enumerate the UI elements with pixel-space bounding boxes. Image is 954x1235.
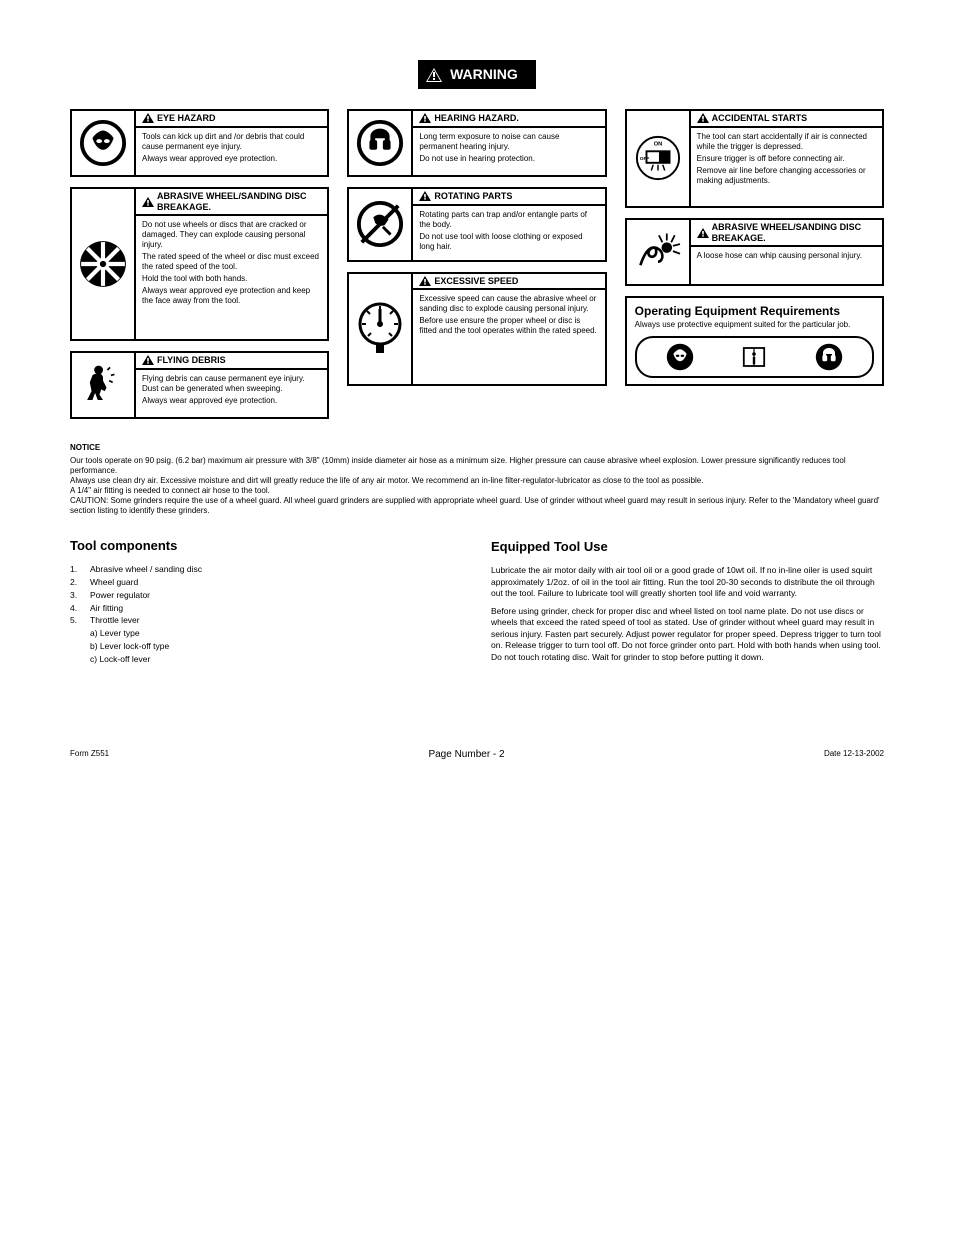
warning-banner-row: WARNING [70, 60, 884, 89]
hazard-text: Hold the tool with both hands. [142, 274, 321, 284]
hazard-text: Rotating parts can trap and/or entangle … [419, 210, 598, 230]
flying-debris-icon [72, 353, 136, 417]
svg-text:OFF: OFF [639, 156, 649, 162]
hazard-text: Always wear approved eye protection. [142, 396, 321, 406]
equipped-heading: Equipped Tool Use [491, 538, 884, 556]
footer-page: Page Number - 2 [428, 749, 504, 761]
notice-box: NOTICE Our tools operate on 90 psig. (6.… [70, 443, 884, 516]
hazard-text: Excessive speed can cause the abrasive w… [419, 294, 598, 314]
hazard-title: ABRASIVE WHEEL/SANDING DISC BREAKAGE. [157, 191, 321, 213]
hazard-text: A loose hose can whip causing personal i… [697, 251, 876, 261]
hazard-text: Do not use in hearing protection. [419, 154, 598, 164]
hazard-title: EYE HAZARD [157, 113, 216, 124]
hazard-col-1: EYE HAZARD Tools can kick up dirt and /o… [70, 109, 329, 419]
hazard-title: ABRASIVE WHEEL/SANDING DISC BREAKAGE. [712, 222, 876, 244]
notice-heading: NOTICE [70, 443, 884, 453]
requirements-heading: Operating Equipment Requirements [635, 304, 874, 318]
alert-triangle-icon [419, 276, 431, 286]
hazard-start: ON OFF ACCIDENTAL STARTS The tool can sta… [625, 109, 884, 208]
hearing-protection-icon [349, 111, 413, 175]
component-list: 1.Abrasive wheel / sanding disc 2.Wheel … [70, 563, 463, 665]
hazard-hearing: HEARING HAZARD. Long term exposure to no… [347, 109, 606, 177]
footer-right: Date 12-13-2002 [824, 749, 884, 761]
on-off-switch-icon: ON OFF [627, 111, 691, 206]
hearing-protection-icon [814, 342, 844, 372]
hazard-eye: EYE HAZARD Tools can kick up dirt and /o… [70, 109, 329, 177]
hazard-title: HEARING HAZARD. [434, 113, 519, 124]
hazard-title: ROTATING PARTS [434, 191, 512, 202]
equipped-use-col: Equipped Tool Use Lubricate the air moto… [491, 538, 884, 669]
requirements-box: Operating Equipment Requirements Always … [625, 296, 884, 386]
alert-triangle-icon [142, 113, 154, 123]
equipped-para: Before using grinder, check for proper d… [491, 606, 884, 663]
read-manual-icon [739, 342, 769, 372]
wheel-breakage-icon [72, 189, 136, 339]
gauge-icon [349, 274, 413, 384]
hazard-col-2: HEARING HAZARD. Long term exposure to no… [347, 109, 606, 386]
hazard-text: Always wear approved eye protection. [142, 154, 321, 164]
alert-triangle-icon [142, 197, 154, 207]
notice-line: Always use clean dry air. Excessive mois… [70, 476, 884, 486]
alert-triangle-icon [426, 68, 442, 82]
hazard-speed: EXCESSIVE SPEED Excessive speed can caus… [347, 272, 606, 386]
components-heading: Tool components [70, 538, 463, 554]
alert-triangle-icon [419, 191, 431, 201]
hazard-columns: EYE HAZARD Tools can kick up dirt and /o… [70, 109, 884, 419]
lower-columns: Tool components 1.Abrasive wheel / sandi… [70, 538, 884, 669]
hazard-title: ACCIDENTAL STARTS [712, 113, 808, 124]
components-col: Tool components 1.Abrasive wheel / sandi… [70, 538, 463, 669]
ppe-icon-row [635, 336, 874, 378]
hazard-col-3: ON OFF ACCIDENTAL STARTS The tool can sta… [625, 109, 884, 386]
page-footer: Form Z551 Page Number - 2 Date 12-13-200… [70, 749, 884, 761]
hazard-debris: FLYING DEBRIS Flying debris can cause pe… [70, 351, 329, 419]
hazard-title: EXCESSIVE SPEED [434, 276, 518, 287]
hazard-rotation: ROTATING PARTS Rotating parts can trap a… [347, 187, 606, 262]
notice-line: A 1/4" air fitting is needed to connect … [70, 486, 884, 496]
svg-text:ON: ON [653, 142, 662, 148]
hazard-text: Tools can kick up dirt and /or debris th… [142, 132, 321, 152]
hazard-text: Do not use wheels or discs that are crac… [142, 220, 321, 250]
hazard-text: The rated speed of the wheel or disc mus… [142, 252, 321, 272]
rotating-parts-icon [349, 189, 413, 260]
warning-banner: WARNING [418, 60, 536, 89]
hazard-text: Always wear approved eye protection and … [142, 286, 321, 306]
hazard-text: Flying debris can cause permanent eye in… [142, 374, 321, 394]
hazard-text: The tool can start accidentally if air i… [697, 132, 876, 152]
footer-left: Form Z551 [70, 749, 109, 761]
hazard-text: Before use ensure the proper wheel or di… [419, 316, 598, 336]
eye-protection-icon [72, 111, 136, 175]
hazard-whip: ABRASIVE WHEEL/SANDING DISC BREAKAGE. A … [625, 218, 884, 286]
notice-line: Our tools operate on 90 psig. (6.2 bar) … [70, 456, 884, 476]
alert-triangle-icon [697, 228, 709, 238]
hazard-text: Ensure trigger is off before connecting … [697, 154, 876, 164]
alert-triangle-icon [419, 113, 431, 123]
alert-triangle-icon [697, 113, 709, 123]
notice-line: CAUTION: Some grinders require the use o… [70, 496, 884, 516]
alert-triangle-icon [142, 355, 154, 365]
equipped-para: Lubricate the air motor daily with air t… [491, 565, 884, 599]
warning-banner-label: WARNING [450, 66, 518, 82]
requirements-sub: Always use protective equipment suited f… [635, 320, 874, 330]
hose-whip-icon [627, 220, 691, 284]
hazard-text: Long term exposure to noise can cause pe… [419, 132, 598, 152]
hazard-breakage: ABRASIVE WHEEL/SANDING DISC BREAKAGE. Do… [70, 187, 329, 341]
hazard-text: Remove air line before changing accessor… [697, 166, 876, 186]
eye-protection-icon [665, 342, 695, 372]
hazard-text: Do not use tool with loose clothing or e… [419, 232, 598, 252]
hazard-title: FLYING DEBRIS [157, 355, 226, 366]
